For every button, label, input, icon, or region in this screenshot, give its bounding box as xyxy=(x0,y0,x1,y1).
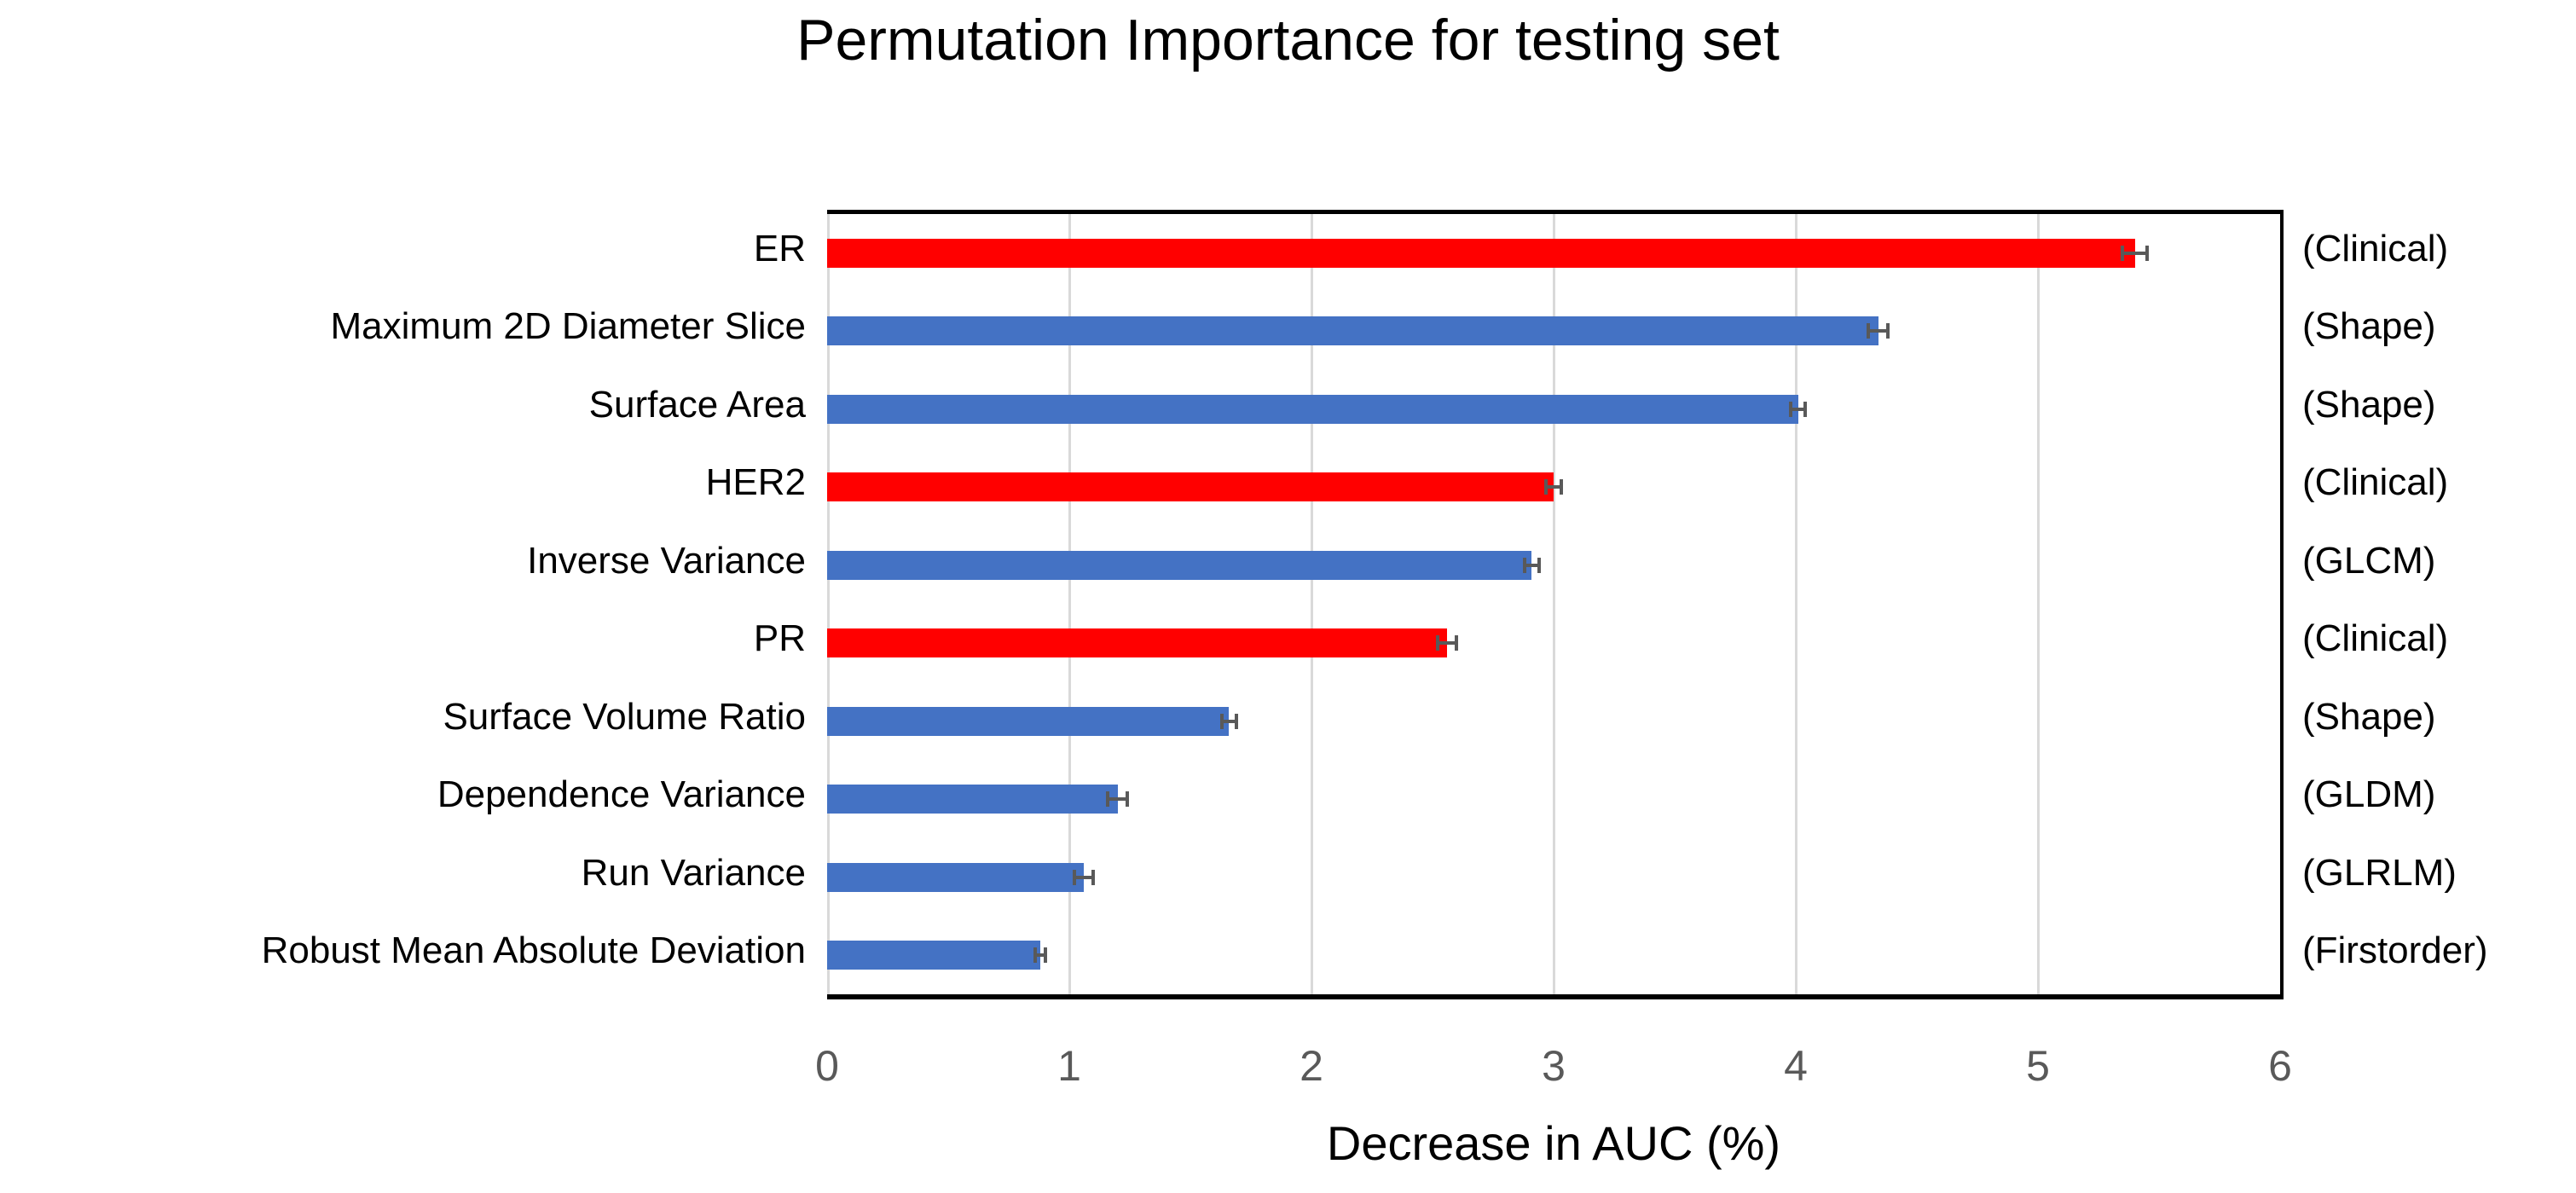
chart-title: Permutation Importance for testing set xyxy=(796,8,1780,72)
error-cap-right xyxy=(2145,245,2149,261)
x-axis-title: Decrease in AUC (%) xyxy=(1326,1116,1781,1170)
error-bar xyxy=(1072,869,1096,885)
category-label: HER2 xyxy=(705,461,806,504)
bar-inverse-variance xyxy=(827,550,1532,580)
feature-group-label: (Shape) xyxy=(2302,695,2436,738)
feature-group-label: (Clinical) xyxy=(2302,617,2449,660)
feature-group-label: (Shape) xyxy=(2302,383,2436,426)
error-bar xyxy=(1435,635,1459,652)
error-cap-left xyxy=(1522,557,1526,573)
error-cap-left xyxy=(2121,245,2125,261)
error-cap-left xyxy=(1435,635,1439,652)
x-tick-label-6: 6 xyxy=(2268,1042,2292,1090)
bar-er xyxy=(827,238,2135,268)
error-cap-right xyxy=(1559,479,1563,495)
bar-surface-area xyxy=(827,394,1798,424)
error-cap-right xyxy=(1126,791,1130,808)
gridline-x-3 xyxy=(1552,214,1555,994)
category-label: Surface Volume Ratio xyxy=(443,695,806,738)
category-label: Dependence Variance xyxy=(437,773,806,816)
bar-surface-volume-ratio xyxy=(827,706,1230,736)
error-bar xyxy=(1867,323,1890,339)
category-label: Surface Area xyxy=(588,383,806,426)
bar-her2 xyxy=(827,472,1554,502)
feature-group-label: (Shape) xyxy=(2302,305,2436,348)
error-cap-right xyxy=(1455,635,1459,652)
category-label: ER xyxy=(753,227,806,269)
feature-group-label: (GLRLM) xyxy=(2302,851,2457,894)
error-bar xyxy=(1106,791,1130,808)
x-tick-label-3: 3 xyxy=(1542,1042,1566,1090)
error-cap-left xyxy=(1544,479,1548,495)
x-tick-label-4: 4 xyxy=(1784,1042,1808,1090)
x-tick-label-2: 2 xyxy=(1300,1042,1323,1090)
feature-group-label: (Clinical) xyxy=(2302,227,2449,269)
error-bar xyxy=(1522,557,1541,573)
feature-group-labels: (Clinical) (Shape) (Shape) (Clinical) (GLCM)… xyxy=(2302,210,2576,990)
plot-area xyxy=(827,210,2284,999)
error-cap-right xyxy=(1803,401,1808,417)
feature-group-label: (Clinical) xyxy=(2302,461,2449,504)
x-tick-label-0: 0 xyxy=(815,1042,839,1090)
error-bar xyxy=(1219,713,1238,729)
gridline-x-5 xyxy=(2036,214,2040,994)
category-label: PR xyxy=(753,617,806,660)
x-axis-tick-labels: 0 1 2 3 4 5 6 xyxy=(815,1036,2292,1096)
category-label: Robust Mean Absolute Deviation xyxy=(261,929,806,972)
bar-robust-mean-absolute-deviation xyxy=(827,941,1040,970)
error-cap-right xyxy=(1885,323,1890,339)
gridline-x-1 xyxy=(1068,214,1071,994)
error-cap-left xyxy=(1789,401,1793,417)
category-axis-labels: ER Maximum 2D Diameter Slice Surface Area H… xyxy=(0,210,806,990)
feature-group-label: (GLDM) xyxy=(2302,773,2436,816)
error-cap-right xyxy=(1043,947,1047,964)
x-tick-label-1: 1 xyxy=(1057,1042,1081,1090)
category-label: Inverse Variance xyxy=(527,539,806,582)
error-cap-right xyxy=(1091,869,1096,885)
error-bar xyxy=(1033,947,1047,964)
error-cap-left xyxy=(1033,947,1038,964)
gridline-x-4 xyxy=(1794,214,1797,994)
error-cap-left xyxy=(1867,323,1871,339)
x-tick-label-5: 5 xyxy=(2026,1042,2050,1090)
error-bar xyxy=(1544,479,1563,495)
category-label: Run Variance xyxy=(581,851,806,894)
gridline-x-2 xyxy=(1310,214,1313,994)
error-cap-left xyxy=(1219,713,1224,729)
error-bar xyxy=(2121,245,2149,261)
gridline-x-0 xyxy=(827,214,830,994)
error-cap-right xyxy=(1537,557,1541,573)
bar-run-variance xyxy=(827,862,1085,892)
error-cap-right xyxy=(1234,713,1238,729)
bar-pr xyxy=(827,628,1448,658)
bar-maximum-2d-diameter-slice xyxy=(827,316,1878,346)
error-bar xyxy=(1789,401,1808,417)
feature-group-label: (GLCM) xyxy=(2302,539,2436,582)
bar-dependence-variance xyxy=(827,785,1118,814)
category-label: Maximum 2D Diameter Slice xyxy=(330,305,806,348)
error-cap-left xyxy=(1106,791,1110,808)
error-cap-left xyxy=(1072,869,1076,885)
feature-group-label: (Firstorder) xyxy=(2302,929,2488,972)
